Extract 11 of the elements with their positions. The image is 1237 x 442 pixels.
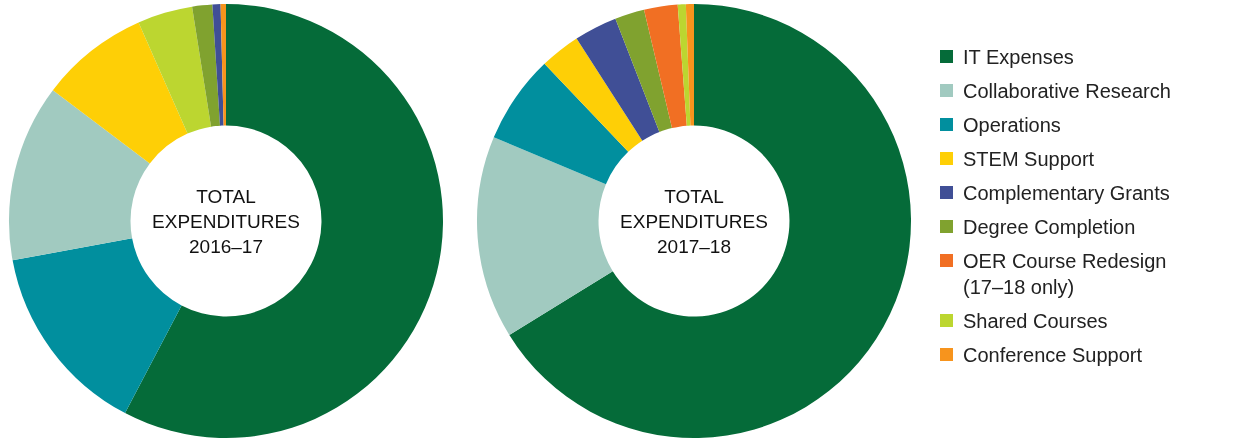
legend-label: IT Expenses	[963, 45, 1074, 70]
legend-label: Operations	[963, 113, 1061, 138]
legend-label: STEM Support	[963, 147, 1095, 172]
legend-label: Conference Support	[963, 343, 1143, 368]
text: TOTAL EXPENDITURES 2016–17	[152, 184, 300, 259]
legend-label: OER Course Redesign (17–18 only)	[963, 249, 1168, 300]
legend-label: Collaborative Research	[963, 79, 1171, 104]
legend-label: Shared Courses	[963, 309, 1108, 334]
text: TOTAL EXPENDITURES 2017–18	[620, 184, 768, 259]
legend-label: Complementary Grants	[963, 181, 1170, 206]
legend-label: Degree Completion	[963, 215, 1136, 240]
